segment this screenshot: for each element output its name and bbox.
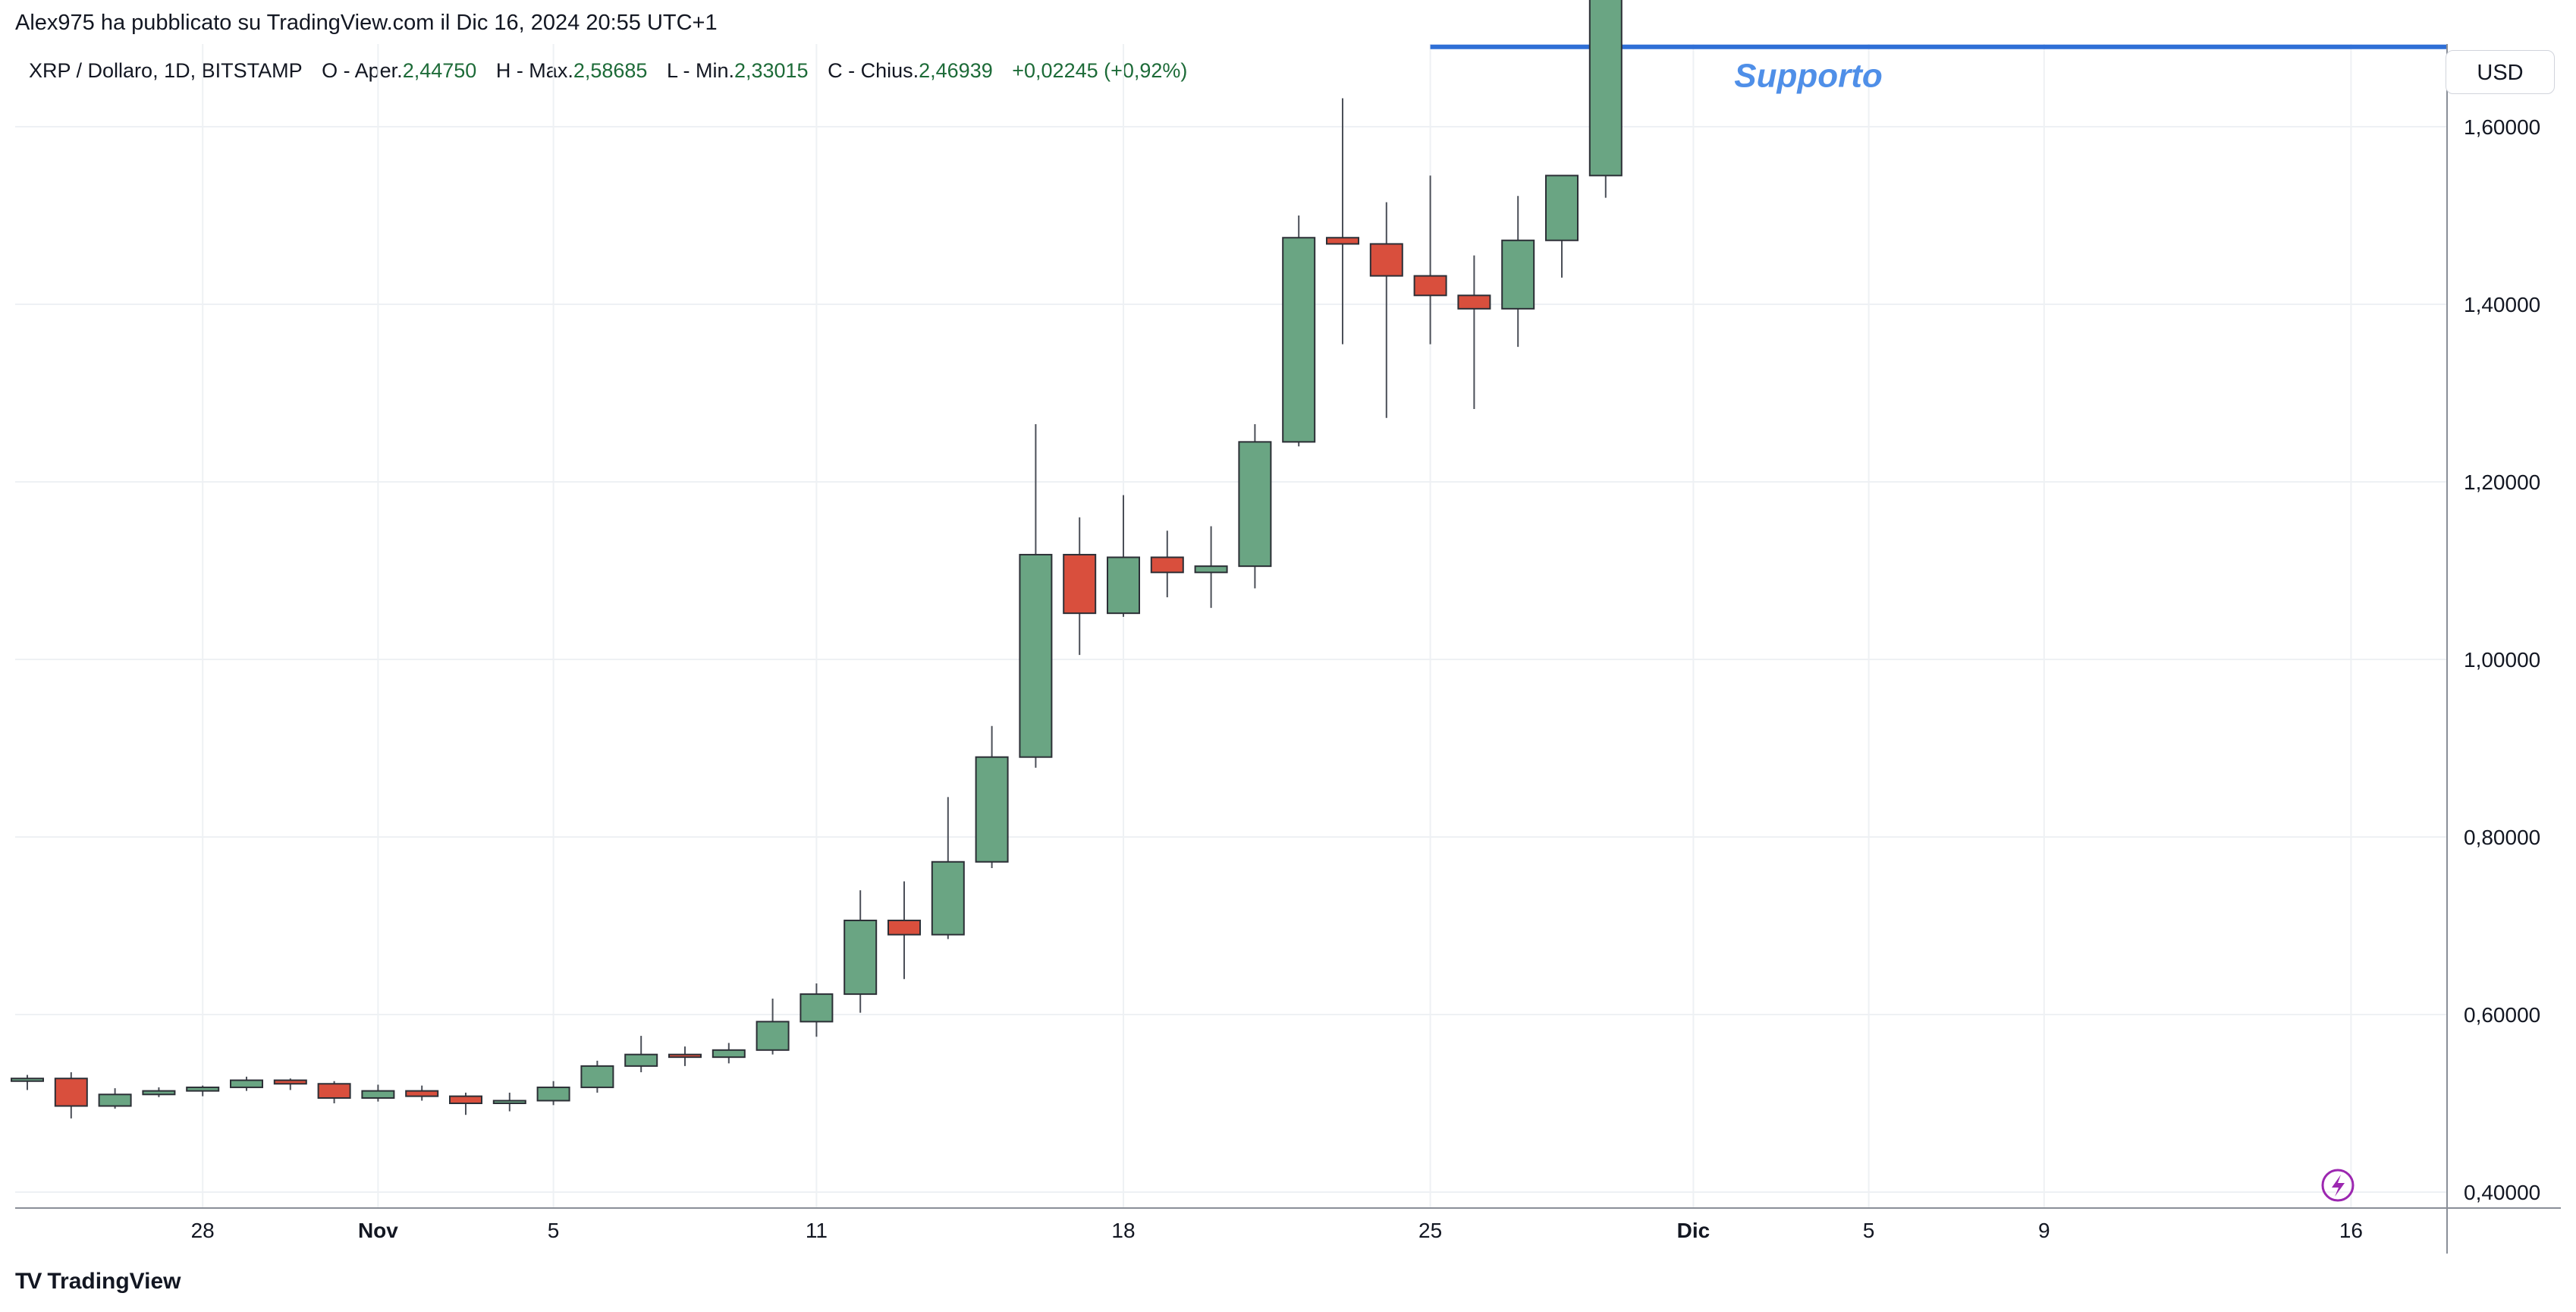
candle-body[interactable] (1107, 556, 1140, 615)
candle-body[interactable] (273, 1079, 307, 1085)
y-tick-label: 0,40000 (2464, 1181, 2540, 1204)
x-tick-label: 18 (1111, 1219, 1135, 1242)
candle-body[interactable] (668, 1053, 702, 1059)
publisher-line: Alex975 ha pubblicato su TradingView.com… (15, 11, 718, 35)
candle-body[interactable] (975, 756, 1009, 863)
low-value: 2,33015 (734, 59, 809, 82)
candle-body[interactable] (1194, 565, 1228, 574)
candle-body[interactable] (405, 1090, 439, 1097)
y-tick-label: 1,40000 (2464, 293, 2540, 316)
candle-body[interactable] (142, 1090, 176, 1096)
x-tick-label: 9 (2038, 1219, 2050, 1242)
tradingview-logo-icon: TV (15, 1269, 42, 1294)
candle-body[interactable] (317, 1083, 351, 1099)
candle-body[interactable] (624, 1053, 658, 1067)
candle-body[interactable] (1413, 275, 1447, 297)
candle-body[interactable] (756, 1021, 790, 1051)
candle-body[interactable] (1588, 0, 1623, 177)
grid (15, 44, 2447, 1208)
candles[interactable] (11, 0, 2367, 1119)
candle-body[interactable] (1282, 237, 1316, 443)
drawing-lines: 1,414 (2,74403)1 (1,98369)Supporto (1430, 44, 2447, 95)
candle-body[interactable] (1019, 553, 1053, 758)
candle-body[interactable] (449, 1095, 482, 1105)
currency-selector[interactable]: USD (2446, 50, 2555, 94)
candle-body[interactable] (492, 1100, 526, 1104)
candle-body[interactable] (1369, 243, 1403, 277)
candle-body[interactable] (98, 1093, 132, 1107)
candle-body[interactable] (230, 1079, 263, 1088)
candle-body[interactable] (712, 1049, 746, 1059)
x-tick-label: 16 (2339, 1219, 2363, 1242)
candle-body[interactable] (843, 919, 878, 996)
x-tick-label: 5 (548, 1219, 560, 1242)
y-tick-label: 1,00000 (2464, 648, 2540, 672)
candle-body[interactable] (1326, 237, 1359, 245)
brand-name: TradingView (47, 1269, 181, 1294)
y-tick-label: 0,60000 (2464, 1003, 2540, 1027)
x-tick-label: 11 (806, 1219, 828, 1242)
x-tick-label: 5 (1863, 1219, 1875, 1242)
candle-body[interactable] (800, 993, 834, 1023)
open-value: 2,44750 (402, 59, 477, 82)
candle-body[interactable] (1501, 239, 1535, 310)
candle-body[interactable] (1545, 175, 1579, 241)
candle-body[interactable] (11, 1078, 44, 1082)
change-value: +0,02245 (+0,92%) (1012, 59, 1188, 82)
support-label: Supporto (1734, 58, 1883, 95)
x-tick-label: 28 (191, 1219, 215, 1242)
low-label: L - Min. (666, 59, 734, 82)
tradingview-brand[interactable]: TV TradingView (15, 1269, 181, 1295)
candle-body[interactable] (1063, 553, 1097, 615)
candle-body[interactable] (361, 1090, 395, 1099)
high-value: 2,58685 (573, 59, 648, 82)
x-tick-label: Dic (1677, 1219, 1711, 1242)
axes: 0,40000 0,60000 0,80000 1,00000 1,20000 1,400… (15, 44, 2561, 1254)
high-label: H - Max. (495, 59, 573, 82)
lightning-icon[interactable] (2321, 1169, 2355, 1202)
candle-body[interactable] (54, 1078, 88, 1107)
candle-body[interactable] (887, 919, 921, 936)
candle-body[interactable] (186, 1086, 220, 1092)
y-tick-label: 1,60000 (2464, 115, 2540, 139)
open-label: O - Aper. (322, 59, 403, 82)
candle-body[interactable] (931, 861, 965, 936)
x-tick-label: 25 (1418, 1219, 1442, 1242)
candle-body[interactable] (1238, 441, 1272, 568)
candle-body[interactable] (1150, 556, 1184, 574)
candle-body[interactable] (536, 1086, 570, 1102)
candle-body[interactable] (1457, 294, 1491, 310)
close-value: 2,46939 (919, 59, 993, 82)
ohlc-legend: XRP / Dollaro, 1D, BITSTAMP O - Aper.2,4… (29, 59, 1187, 83)
y-tick-label: 0,80000 (2464, 826, 2540, 849)
close-label: C - Chius. (828, 59, 919, 82)
candle-body[interactable] (580, 1065, 614, 1088)
y-tick-label: 1,20000 (2464, 470, 2540, 494)
x-tick-label: Nov (358, 1219, 398, 1242)
symbol-label[interactable]: XRP / Dollaro, 1D, BITSTAMP (29, 59, 303, 82)
